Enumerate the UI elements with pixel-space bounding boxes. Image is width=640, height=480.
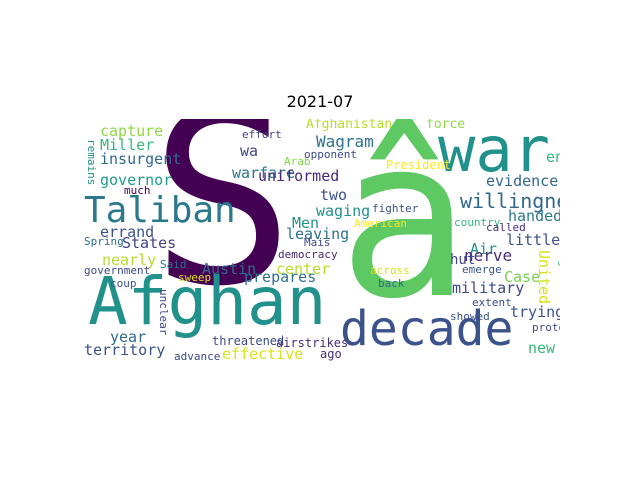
word: center (276, 260, 331, 278)
word: territory (84, 341, 166, 359)
word: governor (100, 171, 173, 189)
word: back (378, 277, 405, 290)
word: effort (242, 128, 282, 141)
word: Case (504, 268, 541, 286)
word: much (124, 184, 151, 197)
word: country (454, 216, 501, 229)
word: protest (532, 321, 560, 334)
word: coup (110, 277, 137, 290)
word: two (320, 186, 348, 204)
word: force (426, 119, 466, 132)
word: extent (472, 296, 512, 309)
word: States (122, 234, 177, 252)
word: Wagram (316, 132, 374, 151)
word: hut (450, 252, 476, 268)
word: sweep (178, 271, 212, 284)
word: Miller (100, 136, 155, 154)
word: Mais (304, 236, 331, 249)
word: waging (316, 202, 371, 220)
word: â (338, 119, 471, 347)
word: American (354, 217, 407, 230)
word: Afghanistan (306, 119, 393, 132)
word: remains (85, 139, 98, 186)
word: evidence (486, 172, 559, 190)
word: decade (340, 301, 514, 357)
word: airstrikes (276, 336, 349, 350)
word: called (486, 221, 526, 234)
word: Air (470, 240, 498, 258)
chart-title: 2021-07 (286, 92, 354, 111)
word: insurgent (100, 150, 182, 168)
word: Taliban (84, 190, 236, 231)
word: Afghan (88, 263, 327, 340)
word: Arab (284, 155, 311, 168)
word: nearly (102, 251, 157, 269)
word: year (110, 328, 147, 346)
word: advance (174, 350, 221, 361)
word: threatened (212, 334, 285, 348)
word: prepares (244, 268, 317, 286)
word: Austin (202, 260, 257, 278)
word: willingness (460, 189, 560, 213)
word: errand (100, 223, 155, 241)
word: leaving (286, 225, 350, 243)
word: trying (510, 303, 560, 321)
word: across (370, 264, 410, 277)
word: nerve (464, 246, 513, 265)
word: government (84, 264, 151, 277)
word: wa (240, 142, 259, 160)
word: little (506, 231, 560, 249)
word: Men (292, 214, 320, 232)
word: United (535, 250, 553, 305)
word: emerge (462, 263, 502, 276)
word: showed (450, 310, 490, 323)
word: Spring (84, 235, 124, 248)
word: new (528, 339, 556, 357)
word: opponent (304, 148, 357, 161)
word: unclear (157, 289, 170, 336)
word: military (452, 279, 525, 297)
word: democracy (278, 248, 338, 261)
word: fighter (372, 202, 419, 215)
word: warfare (232, 164, 296, 182)
word: effective (222, 345, 304, 362)
word: President (386, 158, 452, 172)
word: handed (508, 207, 560, 225)
word: Said (160, 258, 187, 271)
word: uniformed (258, 167, 340, 185)
word: beleaguered (557, 227, 560, 300)
word: war (438, 119, 550, 186)
word: capture (100, 122, 164, 140)
word: ago (320, 347, 342, 361)
word: S (150, 119, 295, 339)
word: end (546, 148, 560, 166)
word-cloud: S â war Afghan decade Taliban willingnes… (80, 119, 560, 361)
